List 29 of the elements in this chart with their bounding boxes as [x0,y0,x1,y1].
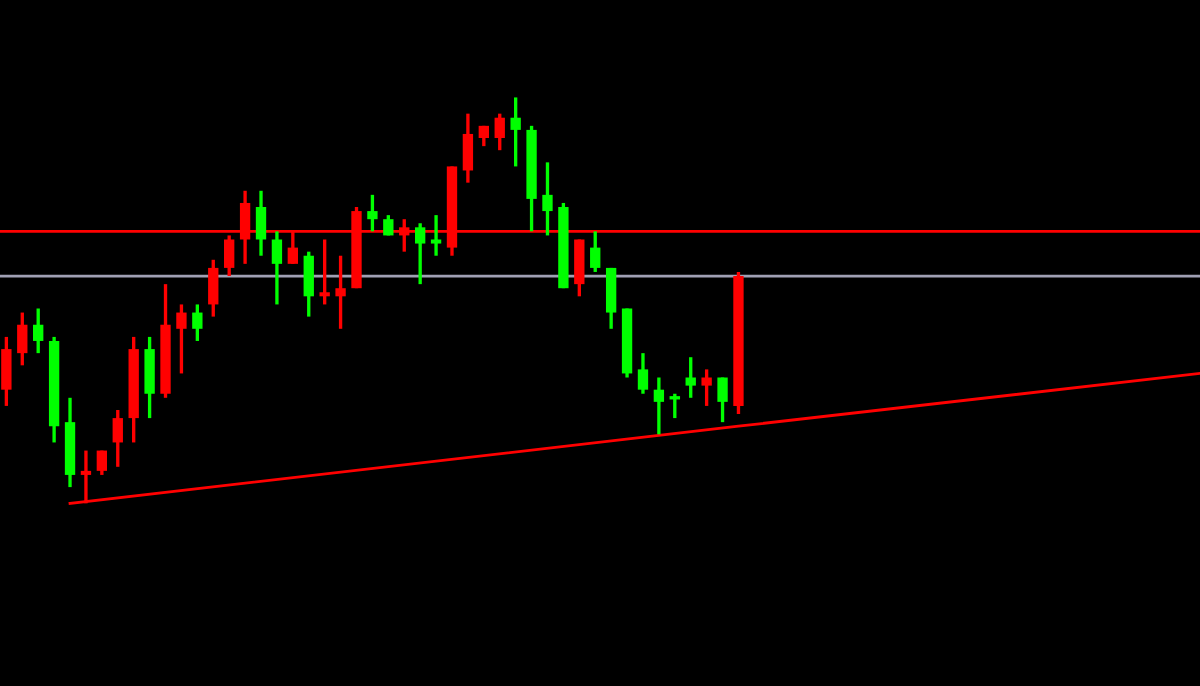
candlestick [1,335,12,408]
candlestick [590,229,601,274]
candlestick [653,375,665,436]
candlestick [255,189,267,258]
candlestick [17,310,28,367]
candlestick [462,111,474,185]
candlestick [112,408,123,469]
candlestick [96,448,108,477]
candlestick [717,375,728,424]
candlestick [144,335,155,420]
candlestick [335,254,346,331]
candlestick [701,367,712,408]
candlestick [685,355,696,400]
candlestick [637,351,649,396]
candlestick [208,258,219,319]
candlestick [542,160,553,238]
candlestick [574,237,585,298]
candlestick [303,250,314,319]
candlestick [494,111,505,152]
candlestick [510,95,521,169]
candlestick [319,237,330,307]
candlestick [605,266,617,331]
candlestick [33,306,44,355]
candlestick [271,229,283,307]
candlestick [430,213,442,258]
candlestick [176,302,187,376]
candlestick [367,193,378,234]
candlestick [414,221,426,286]
candlestick [192,302,203,343]
